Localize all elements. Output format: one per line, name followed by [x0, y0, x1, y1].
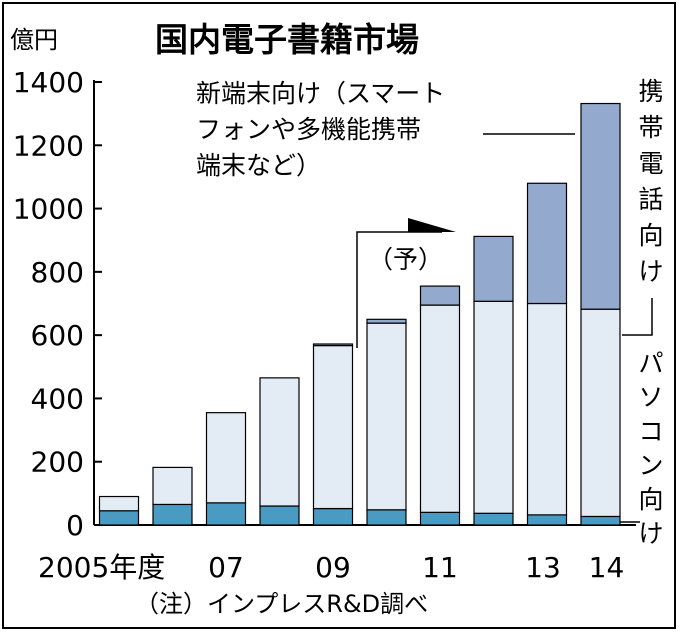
bar-new-devices-6 — [421, 286, 460, 305]
bar-pc-0 — [100, 497, 139, 511]
mobile-label-char-1: 帯 — [638, 113, 663, 142]
mobile-label-char-0: 携 — [638, 77, 663, 106]
forecast-label: （予） — [368, 245, 443, 274]
bar-mobile-7 — [474, 513, 513, 525]
bar-new-devices-5 — [367, 319, 406, 323]
y-tick-label-1: 200 — [31, 446, 84, 479]
x-tick-label-5: 14 — [589, 551, 625, 584]
bar-mobile-6 — [421, 512, 460, 525]
bar-pc-5 — [367, 323, 406, 510]
pc-label-char-4: 向 — [638, 485, 663, 514]
mobile-label-char-4: 向 — [638, 221, 663, 250]
bar-pc-4 — [314, 346, 353, 509]
bar-pc-7 — [474, 301, 513, 513]
bar-mobile-5 — [367, 510, 406, 525]
source-note: （注）インプレスR&D調べ — [135, 590, 428, 618]
new-devices-label-line-0: 新端末向け（スマート — [196, 79, 445, 108]
chart-svg: 国内電子書籍市場 億円 0 200 400 600 800 1000 1200 1400 200… — [0, 0, 680, 633]
y-tick-label-7: 1400 — [13, 66, 84, 99]
bar-mobile-0 — [100, 511, 139, 525]
bar-new-devices-8 — [528, 183, 567, 303]
bar-new-devices-7 — [474, 236, 513, 301]
pc-label-char-3: ン — [638, 451, 663, 480]
x-tick-label-4: 13 — [525, 551, 561, 584]
pc-label-char-0: パ — [638, 349, 663, 378]
bar-mobile-1 — [153, 504, 192, 525]
bar-pc-2 — [207, 413, 246, 503]
forecast-arrow — [408, 218, 456, 232]
bar-new-devices-4 — [314, 344, 353, 346]
pc-label-char-5: け — [638, 519, 663, 548]
bar-mobile-9 — [581, 516, 620, 525]
mobile-leader — [622, 298, 652, 335]
y-axis-unit: 億円 — [10, 26, 58, 54]
mobile-label-char-3: 話 — [638, 185, 663, 214]
mobile-label-char-5: け — [638, 257, 663, 286]
pc-label-char-1: ソ — [638, 383, 663, 412]
y-tick-label-4: 800 — [31, 256, 84, 289]
x-tick-label-1: 07 — [208, 551, 244, 584]
bar-mobile-8 — [528, 515, 567, 525]
new-devices-label-line-2: 端末など） — [196, 151, 321, 180]
bar-pc-1 — [153, 467, 192, 504]
mobile-label-char-2: 電 — [638, 149, 663, 178]
pc-label-char-2: コ — [638, 417, 663, 446]
y-tick-label-2: 400 — [31, 382, 84, 415]
new-devices-label-line-1: フォンや多機能携帯 — [196, 115, 421, 144]
bar-pc-9 — [581, 309, 620, 516]
bar-pc-8 — [528, 304, 567, 515]
bar-mobile-4 — [314, 509, 353, 525]
chart-title: 国内電子書籍市場 — [155, 20, 419, 59]
y-tick-label-0: 0 — [66, 509, 84, 542]
x-tick-label-2: 09 — [315, 551, 351, 584]
bar-pc-3 — [260, 378, 299, 506]
x-tick-label-0: 2005年度 — [38, 551, 165, 584]
x-tick-label-3: 11 — [422, 551, 458, 584]
y-tick-label-3: 600 — [31, 319, 84, 352]
bar-new-devices-9 — [581, 104, 620, 310]
bar-mobile-3 — [260, 506, 299, 525]
y-tick-label-6: 1200 — [13, 129, 84, 162]
y-tick-label-5: 1000 — [13, 193, 84, 226]
bar-pc-6 — [421, 305, 460, 512]
bar-mobile-2 — [207, 503, 246, 525]
